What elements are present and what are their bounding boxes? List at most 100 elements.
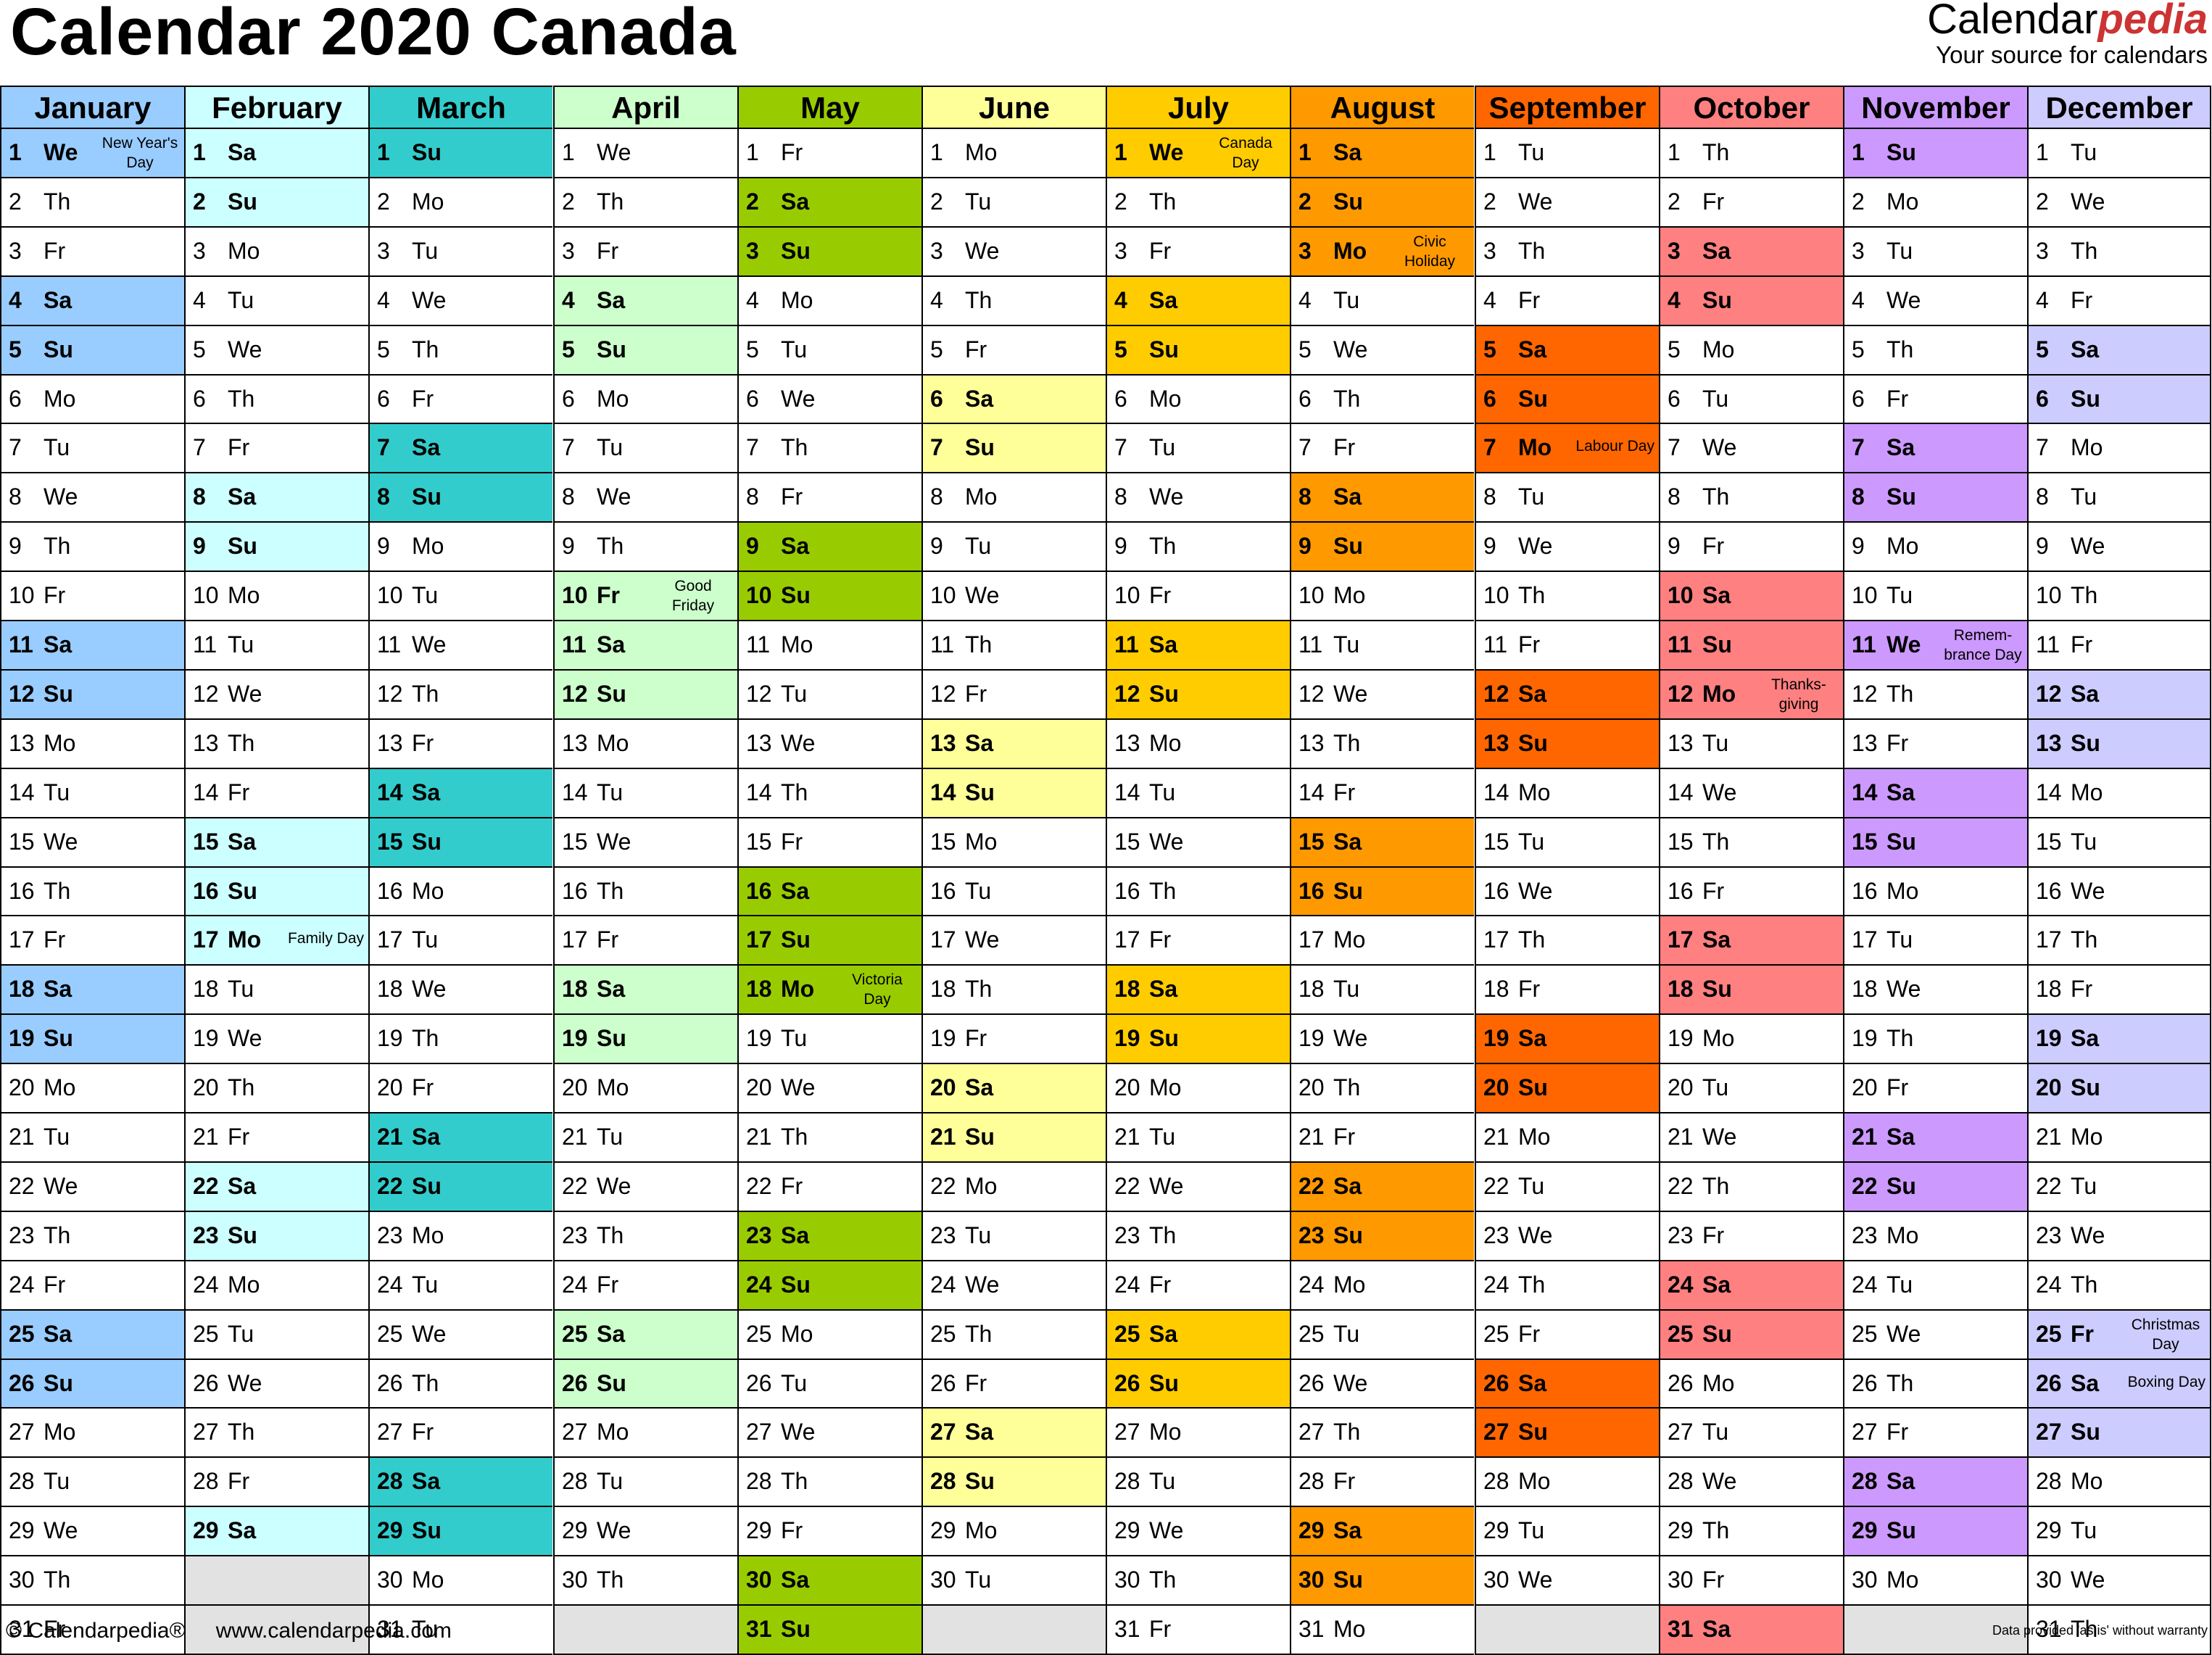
day-weekday: Th xyxy=(44,533,71,559)
day-cell: 18 Fr xyxy=(2027,966,2211,1015)
month-header: September xyxy=(1475,86,1659,129)
holiday-label: Civic Holiday xyxy=(1404,233,1456,270)
day-weekday: Su xyxy=(1149,1370,1179,1396)
day-cell: 19 Mo xyxy=(1659,1015,1843,1064)
day-weekday: We xyxy=(1702,1124,1737,1150)
day-cell: 19 Su xyxy=(0,1015,184,1064)
day-weekday: Fr xyxy=(44,926,66,953)
day-cell: 27 Su xyxy=(2027,1409,2211,1458)
day-weekday: Mo xyxy=(1149,730,1182,756)
day-weekday: We xyxy=(1702,434,1737,460)
day-weekday: Th xyxy=(228,1074,255,1100)
month-header: December xyxy=(2027,86,2211,129)
day-weekday: Th xyxy=(1886,1025,1914,1051)
day-weekday: Tu xyxy=(1518,1517,1545,1543)
day-number: 2 xyxy=(1668,188,1681,215)
day-weekday: Th xyxy=(2071,926,2098,953)
day-weekday: Tu xyxy=(1333,631,1360,658)
day-weekday: Su xyxy=(1886,829,1916,855)
day-weekday: Mo xyxy=(44,386,76,412)
day-weekday: Fr xyxy=(1702,188,1725,215)
day-cell: 21 Fr xyxy=(1290,1113,1474,1163)
day-number: 3 xyxy=(1298,238,1312,264)
day-weekday: Su xyxy=(1333,1567,1363,1593)
day-number: 14 xyxy=(562,779,588,805)
day-weekday: Sa xyxy=(1886,1468,1915,1494)
day-cell: 20 Fr xyxy=(1843,1064,2027,1113)
day-weekday: Th xyxy=(965,1321,993,1347)
day-weekday: Sa xyxy=(1149,1321,1178,1347)
day-number: 17 xyxy=(1298,926,1325,953)
day-number: 20 xyxy=(930,1074,956,1100)
day-cell: 23 Su xyxy=(1290,1212,1474,1261)
day-cell: 1 We Canada Day xyxy=(1106,129,1290,178)
day-weekday: We xyxy=(2071,878,2105,904)
day-cell: 11 Fr xyxy=(1475,621,1659,671)
day-number: 16 xyxy=(562,878,588,904)
day-cell: 1 Tu xyxy=(2027,129,2211,178)
day-cell: 7 Sa xyxy=(368,424,552,473)
day-cell: 26 We xyxy=(184,1360,368,1409)
day-weekday: Fr xyxy=(1702,1222,1725,1248)
day-cell: 10 Tu xyxy=(368,572,552,621)
day-weekday: Mo xyxy=(597,386,629,412)
day-number: 14 xyxy=(193,779,219,805)
day-cell: 29 Fr xyxy=(737,1507,921,1556)
day-number: 21 xyxy=(9,1124,35,1150)
day-number: 11 xyxy=(9,631,33,658)
day-weekday: Su xyxy=(781,582,811,608)
day-weekday: Su xyxy=(781,238,811,264)
day-cell: 25 Fr xyxy=(1475,1311,1659,1360)
day-cell: 30 We xyxy=(2027,1556,2211,1606)
day-cell: 23 We xyxy=(1475,1212,1659,1261)
day-weekday: Sa xyxy=(2071,1370,2100,1396)
day-cell: 30 Mo xyxy=(368,1556,552,1606)
day-weekday: Fr xyxy=(412,1419,434,1445)
day-number: 25 xyxy=(1298,1321,1325,1347)
day-number: 1 xyxy=(1298,139,1312,165)
day-number: 26 xyxy=(562,1370,588,1396)
day-number: 16 xyxy=(1114,878,1140,904)
day-weekday: Mo xyxy=(1333,238,1367,264)
day-number: 31 xyxy=(1668,1616,1694,1642)
day-number: 30 xyxy=(930,1567,956,1593)
day-weekday: Su xyxy=(1886,1517,1916,1543)
day-weekday: Th xyxy=(1518,238,1546,264)
day-cell: 5 Sa xyxy=(2027,326,2211,376)
day-weekday: Tu xyxy=(2071,139,2097,165)
day-cell: 12 Su xyxy=(1106,671,1290,720)
day-number: 3 xyxy=(746,238,759,264)
day-cell: 9 Sa xyxy=(737,523,921,572)
day-weekday: Th xyxy=(1702,1517,1730,1543)
day-cell: 5 Th xyxy=(1843,326,2027,376)
calendarpedia-logo[interactable]: Calendarpedia Your source for calendars xyxy=(1927,0,2208,68)
day-number: 1 xyxy=(746,139,759,165)
day-number: 29 xyxy=(746,1517,772,1543)
day-number: 10 xyxy=(930,582,956,608)
day-cell: 9 Th xyxy=(1106,523,1290,572)
day-cell: 25 We xyxy=(1843,1311,2027,1360)
day-cell: 15 We xyxy=(1106,818,1290,868)
day-weekday: Th xyxy=(44,188,71,215)
day-cell: 14 Tu xyxy=(0,769,184,818)
day-weekday: Mo xyxy=(1886,188,1919,215)
day-weekday: Su xyxy=(597,1025,626,1051)
day-cell: 13 Su xyxy=(1475,720,1659,769)
day-cell: 11 Mo xyxy=(737,621,921,671)
month-column: July 1 We Canada Day 2 Th 3 Fr 4 Sa 5 Su 6 Mo 7 Tu 8 We 9 T… xyxy=(1106,86,1290,1655)
month-header: March xyxy=(368,86,552,129)
day-weekday: Fr xyxy=(597,582,620,608)
day-weekday: Mo xyxy=(44,1074,76,1100)
day-cell: 5 We xyxy=(184,326,368,376)
day-weekday: Tu xyxy=(965,878,992,904)
month-column: June 1 Mo 2 Tu 3 We 4 Th 5 Fr 6 Sa 7 Su 8 Mo 9 Tu 10 We 11 Th 1… xyxy=(921,86,1106,1655)
day-cell: 13 Th xyxy=(184,720,368,769)
footer-website-link[interactable]: www.calendarpedia.com xyxy=(215,1619,452,1643)
day-cell: 3 Fr xyxy=(553,228,737,277)
day-cell: 14 Sa xyxy=(368,769,552,818)
day-cell: 20 Th xyxy=(184,1064,368,1113)
day-cell: 27 Su xyxy=(1475,1409,1659,1458)
day-number: 16 xyxy=(1852,878,1878,904)
day-weekday: Fr xyxy=(44,1616,66,1642)
day-number: 10 xyxy=(1668,582,1694,608)
